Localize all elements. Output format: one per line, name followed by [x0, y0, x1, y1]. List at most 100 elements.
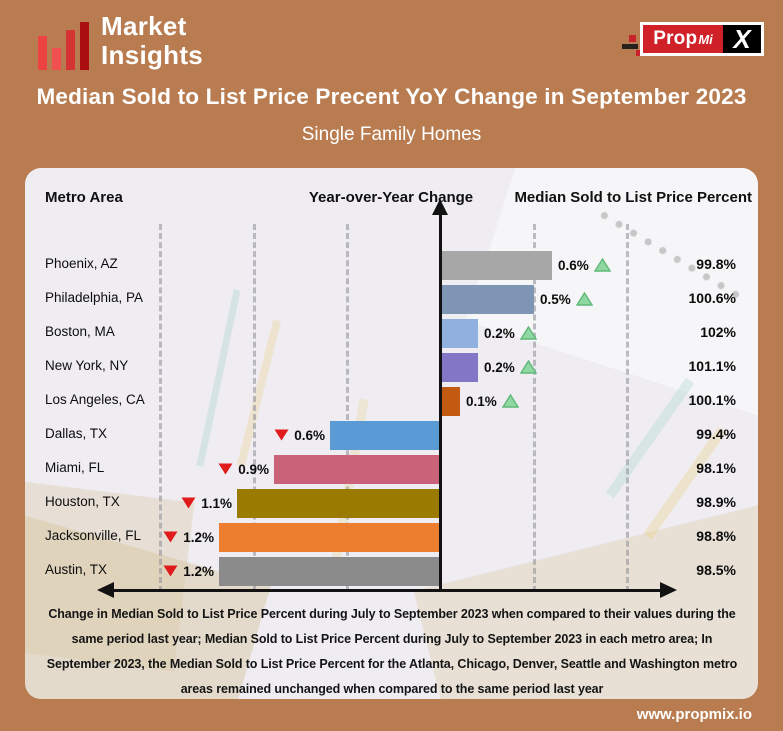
median-value: 101.1% [688, 358, 736, 374]
metro-label: Austin, TX [45, 562, 108, 577]
yoy-bar [441, 285, 534, 314]
yoy-value-label: 1.1% [201, 495, 232, 511]
brand-name-line1: Market [101, 11, 187, 41]
yoy-up-icon [501, 394, 519, 408]
table-row: Los Angeles, CA 0.1% 100.1% [25, 168, 758, 699]
table-row: Phoenix, AZ 0.6% 99.8% [25, 168, 758, 699]
yoy-up-icon [519, 326, 537, 340]
yoy-value-label: 0.2% [484, 359, 515, 375]
gridline [626, 224, 629, 592]
metro-label: Miami, FL [45, 460, 105, 475]
yoy-bar [219, 557, 441, 586]
column-header-median-price-percent: Median Sold to List Price Percent [514, 189, 752, 206]
metro-label: Los Angeles, CA [45, 392, 145, 407]
y-axis-line [439, 214, 442, 591]
yoy-down-icon [181, 497, 196, 509]
propmix-logo-black-section: X [723, 25, 761, 53]
metro-label: Dallas, TX [45, 426, 108, 441]
yoy-value: 0.9% [218, 459, 269, 479]
website-url: www.propmix.io [636, 706, 752, 723]
propmix-accent-square2-icon [636, 50, 642, 56]
gridline [253, 224, 256, 592]
chart-card: Metro Area Year-over-Year Change Median … [25, 168, 758, 699]
market-insights-logo: Market Insights [38, 12, 203, 70]
yoy-bar [441, 387, 460, 416]
median-value: 99.8% [696, 256, 736, 272]
median-value: 98.5% [696, 562, 736, 578]
propmix-logo-red-section: Prop Mi [643, 25, 723, 53]
metro-label: Boston, MA [45, 324, 115, 339]
column-header-metro-area: Metro Area [45, 189, 123, 206]
yoy-bar [441, 251, 552, 280]
bar-chart-icon [38, 20, 89, 70]
table-row: Dallas, TX 0.6% 99.4% [25, 168, 758, 699]
yoy-value-label: 0.2% [484, 325, 515, 341]
gridline [346, 224, 349, 592]
median-value: 98.1% [696, 460, 736, 476]
median-value: 102% [700, 324, 736, 340]
x-axis-right-arrow-icon [660, 582, 677, 598]
page-title: Median Sold to List Price Precent YoY Ch… [36, 84, 747, 109]
table-row: New York, NY 0.2% 101.1% [25, 168, 758, 699]
page-subtitle: Single Family Homes [301, 124, 482, 145]
yoy-bar [219, 523, 441, 552]
yoy-value: 0.1% [466, 391, 519, 411]
x-axis-line [113, 589, 661, 592]
yoy-down-icon [274, 429, 289, 441]
yoy-bar [441, 319, 478, 348]
brand-name: Market Insights [101, 12, 203, 70]
table-row: Houston, TX 1.1% 98.9% [25, 168, 758, 699]
yoy-down-icon [163, 531, 178, 543]
table-row: Boston, MA 0.2% 102% [25, 168, 758, 699]
yoy-value-label: 0.5% [540, 291, 571, 307]
yoy-value: 1.2% [163, 527, 214, 547]
propmix-accent-square-icon [629, 35, 636, 42]
yoy-bar [441, 353, 478, 382]
gridline [159, 224, 162, 592]
table-row: Jacksonville, FL 1.2% 98.8% [25, 168, 758, 699]
yoy-value-label: 0.9% [238, 461, 269, 477]
metro-label: Houston, TX [45, 494, 120, 509]
yoy-value-label: 1.2% [183, 563, 214, 579]
yoy-up-icon [575, 292, 593, 306]
yoy-bar [330, 421, 441, 450]
propmix-logo-box: Prop Mi X [640, 22, 764, 56]
yoy-value: 0.6% [558, 255, 611, 275]
median-value: 100.6% [688, 290, 736, 306]
brand-name-line2: Insights [101, 40, 204, 70]
propmix-accent-dash-icon [622, 44, 638, 49]
median-value: 100.1% [688, 392, 736, 408]
metro-label: Philadelphia, PA [45, 290, 144, 305]
yoy-value: 0.6% [274, 425, 325, 445]
metro-label: Phoenix, AZ [45, 256, 118, 271]
yoy-down-icon [218, 463, 233, 475]
yoy-value-label: 0.6% [294, 427, 325, 443]
chart-rows: Phoenix, AZ 0.6% 99.8% Philadelphia, PA … [25, 168, 758, 699]
table-row: Austin, TX 1.2% 98.5% [25, 168, 758, 699]
yoy-value: 0.2% [484, 323, 537, 343]
column-header-yoy-change: Year-over-Year Change [308, 189, 474, 206]
table-row: Philadelphia, PA 0.5% 100.6% [25, 168, 758, 699]
yoy-up-icon [519, 360, 537, 374]
median-value: 98.9% [696, 494, 736, 510]
yoy-value: 0.2% [484, 357, 537, 377]
propmix-prop-text: Prop [653, 28, 698, 49]
yoy-value-label: 0.1% [466, 393, 497, 409]
metro-label: New York, NY [45, 358, 129, 373]
metro-label: Jacksonville, FL [45, 528, 142, 543]
propmix-logo: Prop Mi X [610, 16, 764, 64]
y-axis-arrow-icon [432, 199, 448, 215]
yoy-down-icon [163, 565, 178, 577]
x-axis-left-arrow-icon [97, 582, 114, 598]
chart-footnote: Change in Median Sold to List Price Perc… [46, 607, 738, 696]
yoy-bar [274, 455, 441, 484]
median-value: 99.4% [696, 426, 736, 442]
table-row: Miami, FL 0.9% 98.1% [25, 168, 758, 699]
yoy-value-label: 0.6% [558, 257, 589, 273]
yoy-bar [237, 489, 441, 518]
yoy-value-label: 1.2% [183, 529, 214, 545]
yoy-value: 0.5% [540, 289, 593, 309]
yoy-value: 1.1% [181, 493, 232, 513]
median-value: 98.8% [696, 528, 736, 544]
propmix-mi-text: Mi [698, 31, 713, 47]
